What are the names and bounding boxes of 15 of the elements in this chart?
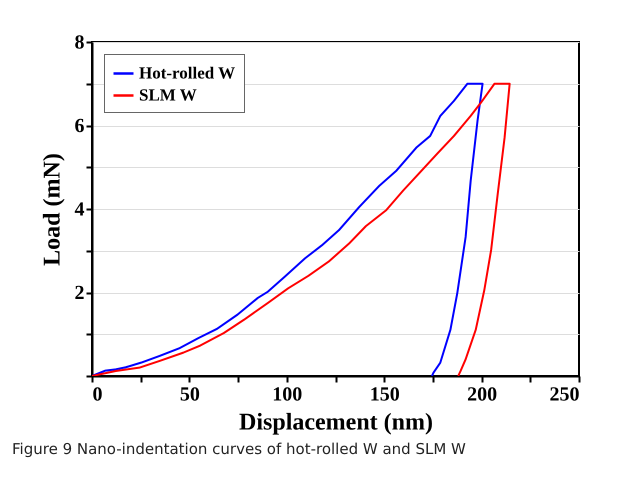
y-tick-label: 2 [74,282,84,304]
y-axis-title: Load (mN) [40,153,66,266]
x-tick-label: 100 [272,384,302,406]
x-tick-label: 50 [180,384,200,406]
x-axis-title: Displacement (nm) [239,410,433,436]
x-tick-label: 200 [467,384,498,406]
legend-label: SLM W [139,86,197,104]
y-tick-label: 8 [74,32,84,54]
legend-label: Hot-rolled W [139,64,236,82]
caption: Figure 9 Nano-indentation curves of hot-rolled W and SLM W [12,440,467,458]
y-tick-label: 6 [74,115,84,137]
x-tick-label: 0 [92,384,102,406]
x-tick-label: 250 [550,384,580,406]
x-tick-label: 150 [370,384,400,406]
y-tick-label: 4 [74,198,84,220]
